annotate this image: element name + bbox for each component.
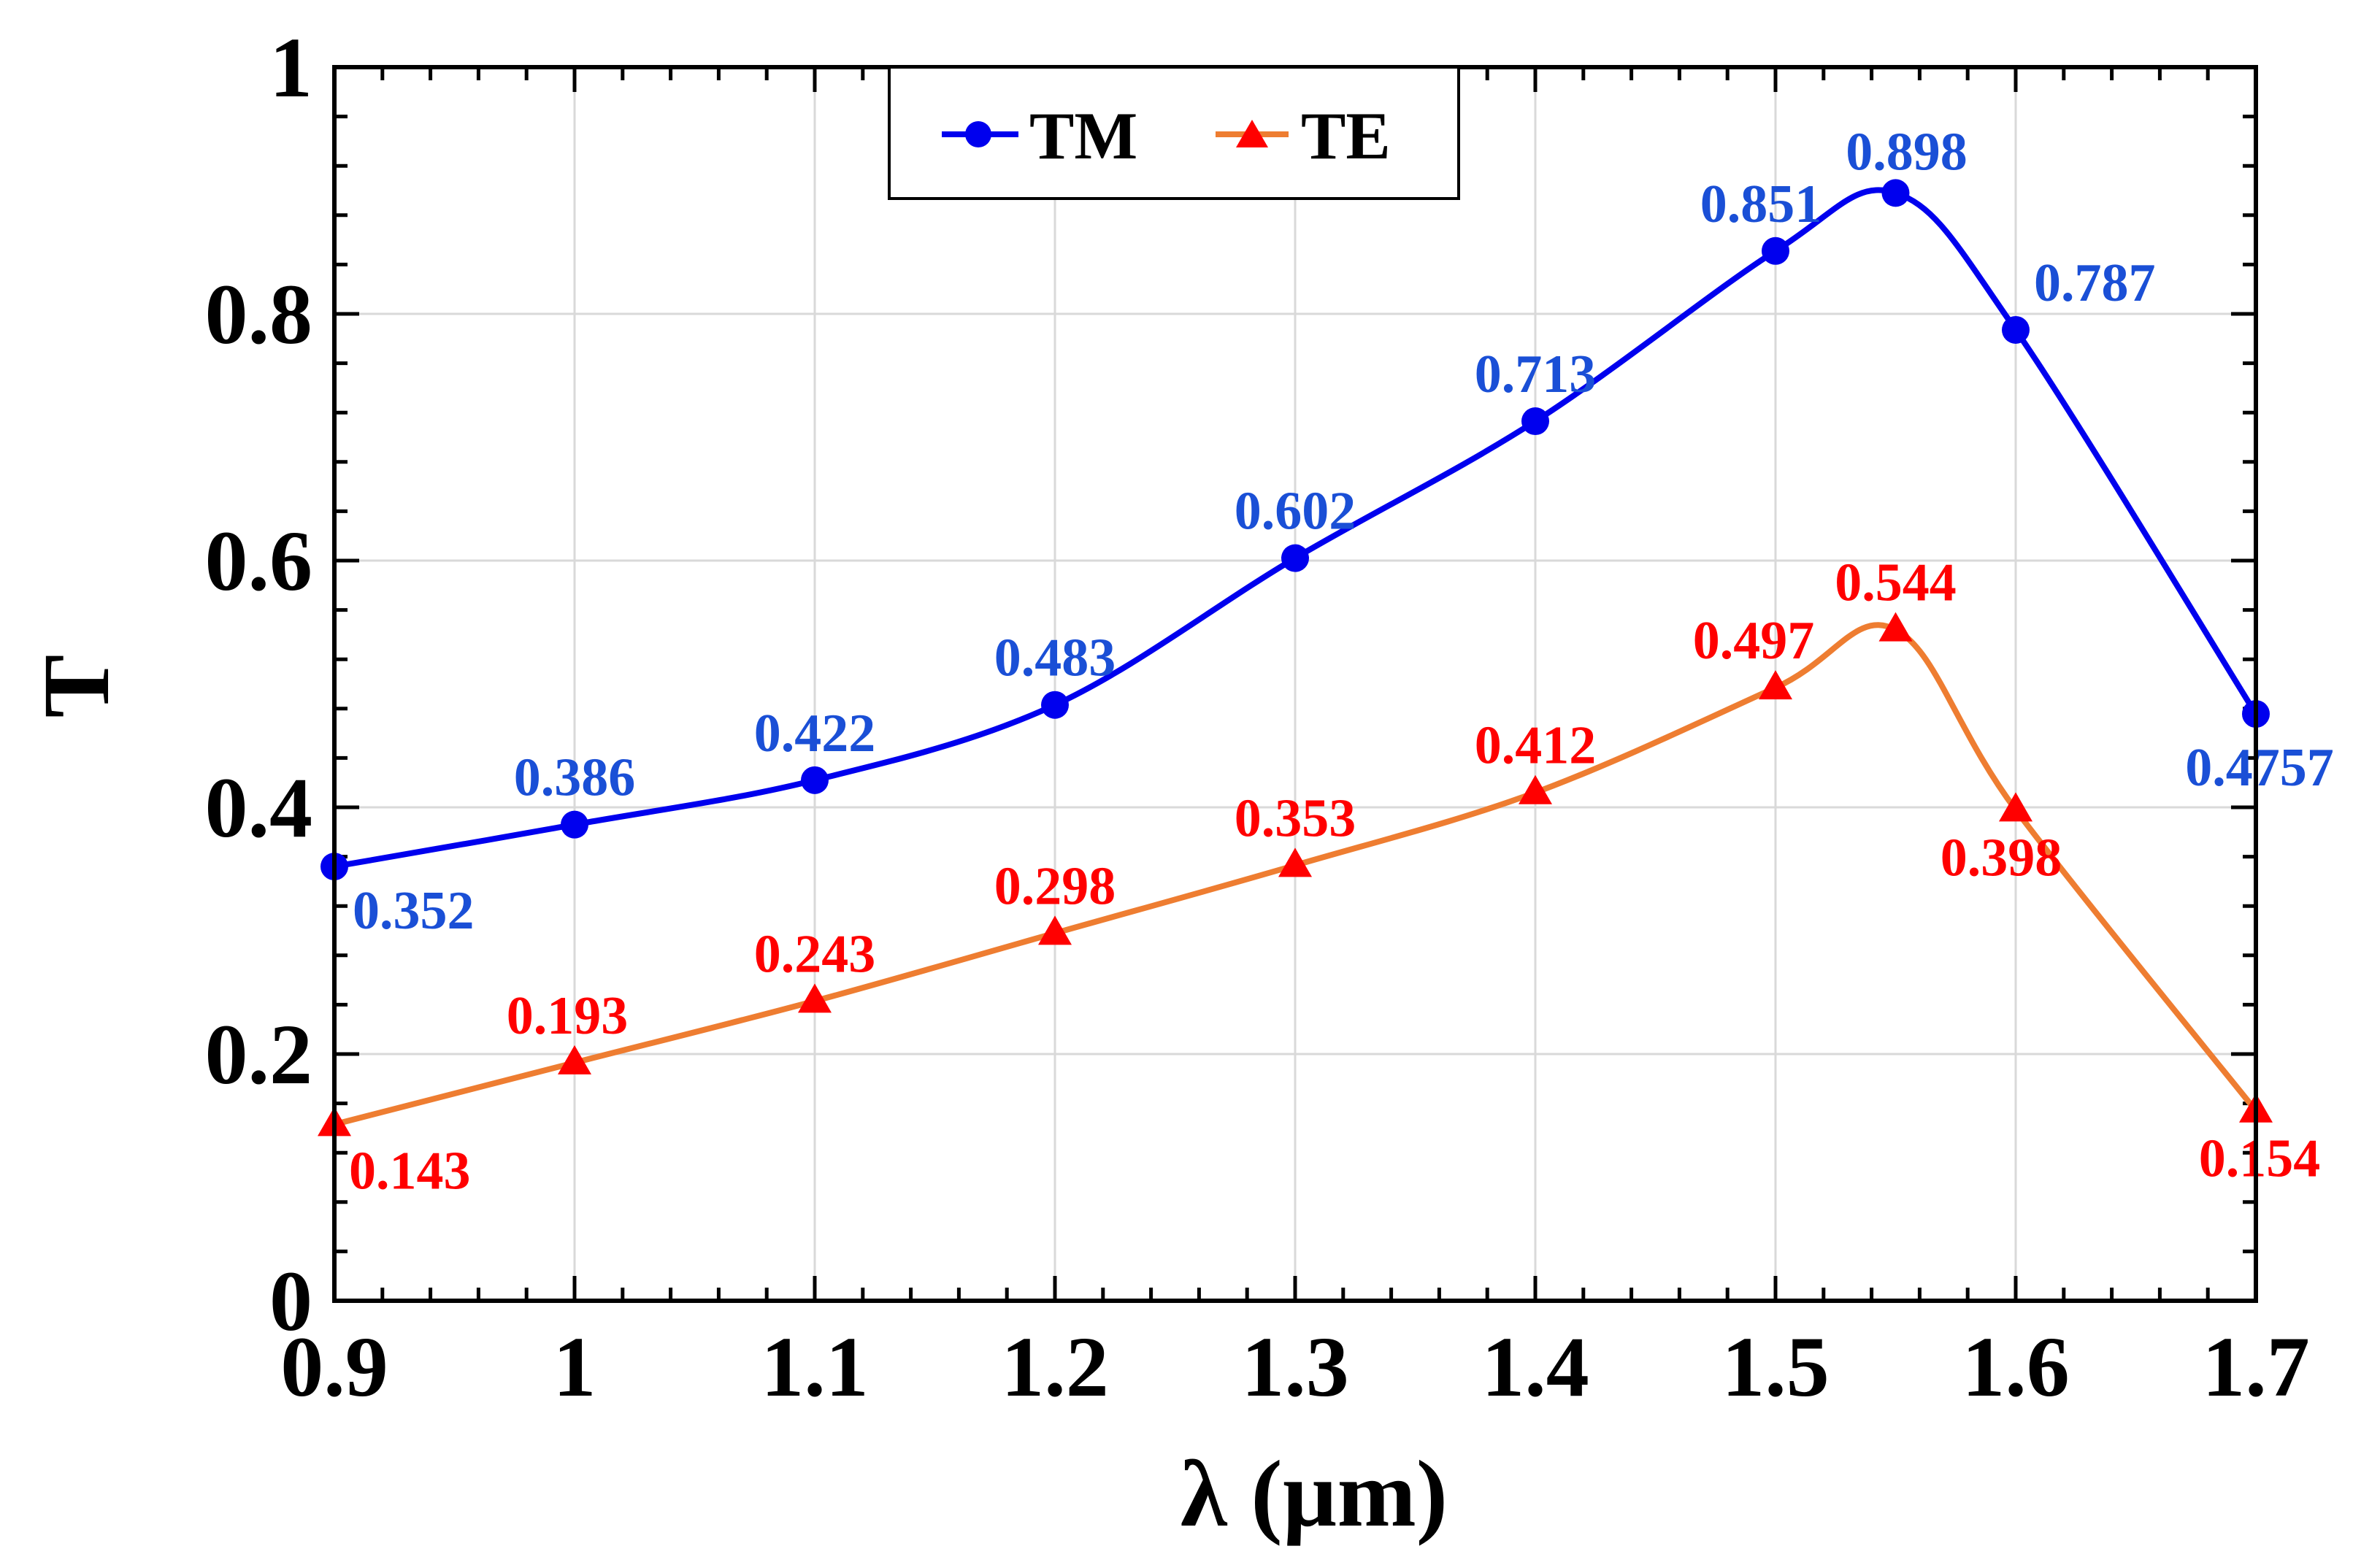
data-label-tm: 0.386 [514, 748, 636, 808]
data-label-tm: 0.352 [353, 881, 475, 941]
ticks: 0.9 1 1.1 1.2 1.3 1.4 1.5 1.6 1.7 0 0.2 0.4 0.6 0.8 1 [205, 20, 2310, 1415]
series-tm-line [334, 187, 2259, 870]
x-tick-label: 1.1 [761, 1319, 869, 1415]
series-tm-point [2002, 315, 2030, 344]
series-tm-point [1762, 237, 1789, 265]
data-label-te: 0.412 [1475, 716, 1597, 776]
series-tm-point [1281, 544, 1309, 572]
data-label-te: 0.154 [2199, 1129, 2321, 1189]
data-label-tm: 0.851 [1700, 174, 1822, 234]
series-te-point [1759, 670, 1792, 700]
data-label-tm: 0.713 [1475, 345, 1597, 404]
y-tick-label: 0.4 [205, 760, 313, 855]
data-label-tm: 0.422 [754, 704, 876, 764]
legend-te-marker [1236, 120, 1268, 147]
data-label-te: 0.398 [1941, 828, 2062, 888]
series [318, 179, 2273, 1137]
series-te-point [1278, 847, 1312, 877]
data-label-te: 0.497 [1693, 611, 1815, 671]
legend-box [888, 66, 1460, 200]
data-label-te: 0.193 [507, 986, 629, 1046]
series-te-point [1038, 915, 1072, 945]
x-tick-label: 1.4 [1481, 1319, 1589, 1415]
x-tick-label: 1.7 [2202, 1319, 2310, 1415]
series-te-point [798, 983, 832, 1013]
y-tick-label: 0.8 [205, 266, 313, 362]
y-tick-label: 0 [269, 1253, 312, 1349]
series-te-line [334, 622, 2259, 1128]
series-te-point [1878, 612, 1913, 642]
data-labels: 0.352 0.386 0.422 0.483 0.602 0.713 0.851 0.898… [349, 122, 2334, 1201]
x-tick-label: 1.3 [1241, 1319, 1349, 1415]
series-te-point [1999, 792, 2032, 822]
series-te-point [558, 1045, 591, 1074]
legend-tm-label: TM [1029, 99, 1137, 173]
x-tick-label: 1.5 [1721, 1319, 1830, 1415]
x-tick-label: 1.6 [1962, 1319, 2070, 1415]
series-tm-point [1041, 691, 1069, 719]
series-tm-point [801, 766, 829, 794]
series-te-point [1519, 774, 1552, 804]
data-label-te: 0.544 [1835, 553, 1957, 613]
data-label-tm: 0.787 [2034, 253, 2156, 313]
y-tick-label: 0.2 [205, 1007, 313, 1102]
legend-tm-marker [965, 121, 991, 147]
series-tm-point [561, 810, 588, 839]
x-tick-label: 1 [553, 1319, 596, 1415]
y-tick-label: 0.6 [205, 513, 313, 609]
series-tm-point [1521, 407, 1549, 436]
y-axis-title: T [24, 655, 129, 718]
data-label-tm: 0.898 [1846, 122, 1968, 182]
legend-te-label: TE [1301, 99, 1391, 173]
data-label-tm: 0.4757 [2185, 738, 2334, 798]
y-tick-label: 1 [269, 20, 312, 115]
data-label-te: 0.298 [994, 856, 1116, 916]
data-label-tm: 0.602 [1235, 482, 1356, 542]
series-tm-point [1881, 179, 1910, 207]
data-label-tm: 0.483 [994, 628, 1116, 688]
data-label-te: 0.243 [754, 924, 876, 984]
grid [334, 67, 2256, 1301]
data-label-te: 0.143 [349, 1141, 471, 1201]
x-tick-label: 0.9 [280, 1319, 388, 1415]
x-axis-title: λ (µm) [1181, 1442, 1448, 1547]
data-label-te: 0.353 [1235, 788, 1356, 848]
x-tick-label: 1.2 [1001, 1319, 1109, 1415]
legend: TM TE [888, 66, 1460, 200]
